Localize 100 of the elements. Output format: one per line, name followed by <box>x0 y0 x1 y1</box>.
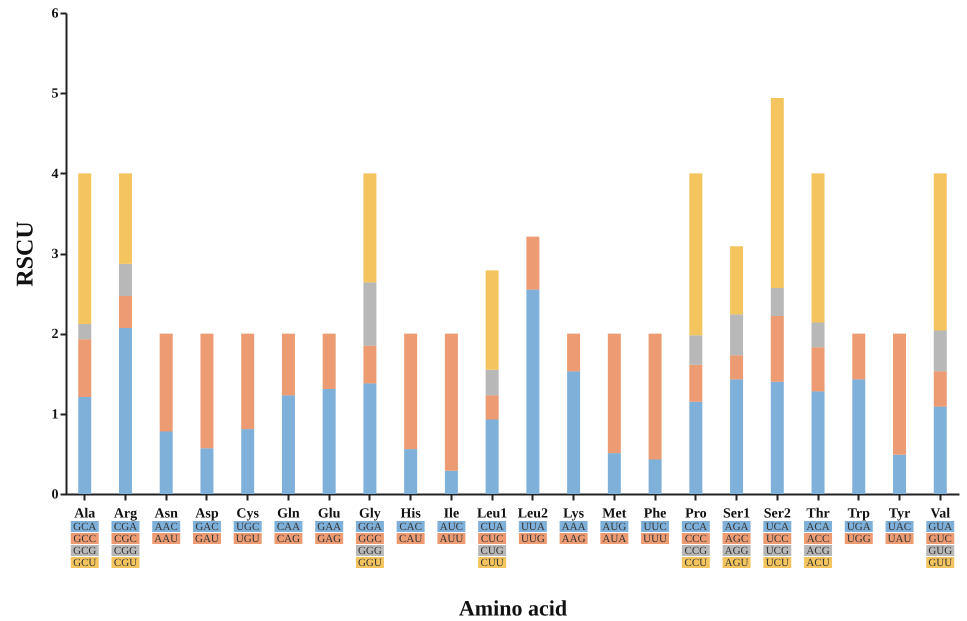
bar <box>689 402 702 494</box>
data-label: GUG <box>928 545 952 557</box>
x-tick-label: His <box>400 506 422 522</box>
data-label: GUU <box>928 557 952 569</box>
bar <box>118 328 132 494</box>
data-label: UUA <box>520 521 545 533</box>
bar <box>567 334 580 372</box>
bar <box>648 334 662 460</box>
bar <box>363 383 376 494</box>
bar <box>241 334 254 430</box>
x-axis-title: Amino acid <box>458 596 568 620</box>
bar <box>282 334 295 396</box>
bar <box>648 460 662 494</box>
data-label: CGG <box>114 545 138 557</box>
bar <box>893 334 906 455</box>
x-tick-label: Pro <box>685 506 707 522</box>
bar <box>852 334 866 380</box>
data-label: AGA <box>724 521 749 533</box>
data-label: UCG <box>766 545 789 557</box>
data-label: GCA <box>73 521 96 533</box>
data-label: CUU <box>480 557 504 569</box>
data-label: CAU <box>399 533 422 545</box>
bar <box>934 371 947 407</box>
bar <box>486 370 499 396</box>
bar <box>934 406 947 494</box>
bar <box>444 470 458 494</box>
bar <box>118 264 132 296</box>
data-label: AUC <box>440 521 464 533</box>
bar <box>812 173 825 322</box>
data-label: ACU <box>806 557 830 569</box>
data-label: AAG <box>562 533 586 545</box>
bar <box>78 324 92 340</box>
bar <box>608 334 621 454</box>
data-label: GGC <box>358 533 382 545</box>
data-label: CAG <box>276 533 300 545</box>
x-tick-label: Met <box>602 506 627 522</box>
y-tick-label: 0 <box>52 488 58 502</box>
data-label: CGU <box>114 557 138 569</box>
bar <box>322 334 336 389</box>
data-label: GCU <box>73 557 96 569</box>
data-label: UUC <box>643 521 667 533</box>
bar <box>363 173 376 282</box>
data-label: GGA <box>358 521 382 533</box>
data-label: ACG <box>806 545 830 557</box>
data-label: CCA <box>684 521 708 533</box>
y-tick-label: 5 <box>52 86 58 102</box>
data-label: AAA <box>562 521 586 533</box>
bar <box>486 395 499 420</box>
x-tick-label: Arg <box>114 506 138 522</box>
data-label: GGG <box>358 545 382 557</box>
data-label: CCU <box>684 557 708 569</box>
data-label: CAC <box>399 521 422 533</box>
bar <box>200 334 214 448</box>
x-tick-label: Ser1 <box>722 506 750 522</box>
bar <box>770 98 784 288</box>
data-label: AAU <box>154 533 178 545</box>
x-tick-label: Asn <box>154 506 178 522</box>
bar <box>893 454 906 494</box>
bar <box>934 173 947 330</box>
bar <box>812 322 825 348</box>
bar <box>770 316 784 382</box>
bar <box>241 429 254 494</box>
x-tick-label: Leu1 <box>476 506 508 522</box>
bar <box>689 364 702 402</box>
bar <box>200 448 214 494</box>
x-tick-label: Leu2 <box>518 506 548 522</box>
bar <box>608 453 621 494</box>
bar <box>770 382 784 494</box>
x-tick-label: Thr <box>806 506 830 522</box>
data-label: UCC <box>766 533 789 545</box>
data-label: UGU <box>236 533 260 545</box>
data-label: GAA <box>317 521 342 533</box>
data-label: UCA <box>766 521 789 533</box>
data-label: CUC <box>480 533 504 545</box>
data-label: AUA <box>602 533 626 545</box>
y-tick-label: 3 <box>52 247 58 262</box>
data-label: GUA <box>928 521 952 533</box>
data-label: UGC <box>236 521 260 533</box>
bar <box>363 346 376 384</box>
bar <box>160 431 173 494</box>
bar <box>852 379 866 494</box>
bar <box>812 391 825 494</box>
x-tick-label: Tyr <box>888 506 910 522</box>
data-label: CUG <box>480 545 504 557</box>
data-label: UAU <box>888 533 912 545</box>
x-tick-label: Phe <box>644 506 666 522</box>
bar <box>526 236 540 290</box>
data-label: UCU <box>766 557 789 569</box>
bar <box>363 282 376 346</box>
data-label: CGA <box>114 521 138 533</box>
data-label: ACC <box>806 533 830 545</box>
bar <box>444 334 458 471</box>
bar <box>730 314 744 356</box>
data-label: CCC <box>684 533 707 545</box>
bar <box>730 246 744 314</box>
x-tick-label: Cys <box>236 506 260 522</box>
y-tick-label: 6 <box>52 6 58 22</box>
data-label: CGC <box>114 533 137 545</box>
bar <box>78 397 92 494</box>
x-tick-label: Gly <box>359 506 381 522</box>
